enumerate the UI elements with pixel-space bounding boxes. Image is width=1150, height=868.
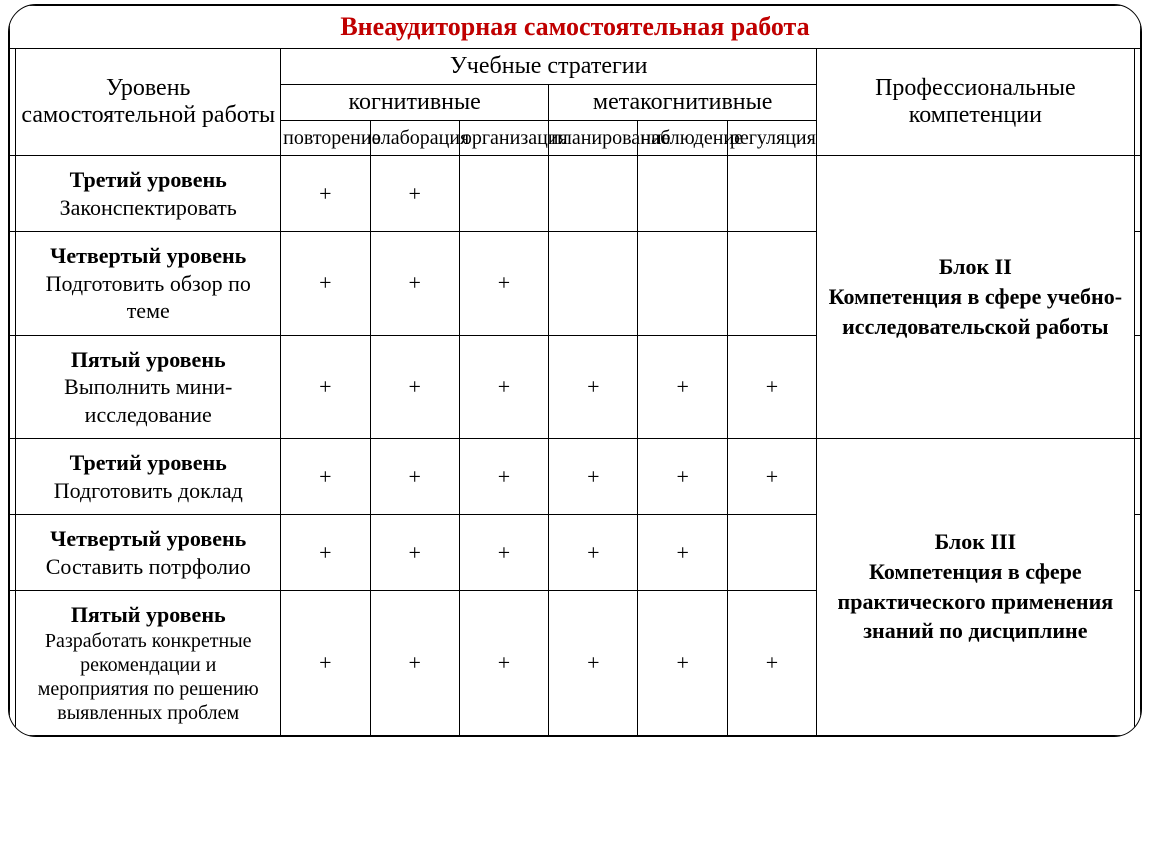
table-title: Внеаудиторная самостоятельная работа bbox=[10, 6, 1141, 49]
mark-cell bbox=[459, 156, 548, 232]
mark-cell: + bbox=[549, 515, 638, 591]
mark-cell bbox=[727, 156, 816, 232]
level-title: Четвертый уровень bbox=[22, 525, 274, 553]
mark-cell: + bbox=[549, 439, 638, 515]
header-competence: Профессиональные компетенции bbox=[817, 49, 1134, 156]
subheader-observation: наблюдение bbox=[638, 121, 727, 156]
level-desc: Законспектировать bbox=[22, 194, 274, 222]
mark-cell: + bbox=[459, 232, 548, 336]
mark-cell: + bbox=[370, 515, 459, 591]
edge-cell bbox=[1134, 49, 1140, 156]
mark-cell: + bbox=[638, 335, 727, 439]
mark-cell: + bbox=[727, 439, 816, 515]
mark-cell: + bbox=[370, 156, 459, 232]
subheader-regulation: регуляция bbox=[727, 121, 816, 156]
level-cell: Третий уровень Законспектировать bbox=[16, 156, 281, 232]
mark-cell: + bbox=[370, 335, 459, 439]
edge-cell bbox=[1134, 591, 1140, 736]
level-title: Третий уровень bbox=[22, 166, 274, 194]
level-cell: Пятый уровень Выполнить мини-исследовани… bbox=[16, 335, 281, 439]
mark-cell bbox=[638, 156, 727, 232]
mark-cell bbox=[549, 156, 638, 232]
level-cell: Четвертый уровень Подготовить обзор по т… bbox=[16, 232, 281, 336]
mark-cell: + bbox=[281, 515, 370, 591]
mark-cell: + bbox=[281, 439, 370, 515]
subheader-repetition: повторение bbox=[281, 121, 370, 156]
level-desc: Подготовить обзор по теме bbox=[22, 270, 274, 325]
mark-cell: + bbox=[459, 591, 548, 736]
level-title: Третий уровень bbox=[22, 449, 274, 477]
competence-block-2: Блок IIКомпетенция в сфере учебно-исслед… bbox=[817, 156, 1134, 439]
subheader-elaboration: элаборация bbox=[370, 121, 459, 156]
table-frame: Внеаудиторная самостоятельная работа Уро… bbox=[8, 4, 1142, 737]
mark-cell: + bbox=[459, 335, 548, 439]
mark-cell: + bbox=[459, 515, 548, 591]
mark-cell: + bbox=[459, 439, 548, 515]
subheader-organization: организация bbox=[459, 121, 548, 156]
mark-cell: + bbox=[727, 335, 816, 439]
header-cognitive: когнитивные bbox=[281, 85, 549, 121]
mark-cell: + bbox=[638, 439, 727, 515]
mark-cell: + bbox=[370, 232, 459, 336]
level-desc: Разработать конкретные рекомендации и ме… bbox=[22, 629, 274, 725]
level-cell: Третий уровень Подготовить доклад bbox=[16, 439, 281, 515]
mark-cell: + bbox=[281, 156, 370, 232]
edge-cell bbox=[1134, 156, 1140, 232]
level-cell: Четвертый уровень Составить потрфолио bbox=[16, 515, 281, 591]
mark-cell: + bbox=[727, 591, 816, 736]
mark-cell: + bbox=[281, 232, 370, 336]
level-desc: Выполнить мини-исследование bbox=[22, 373, 274, 428]
header-level: Уровень самостоятельной работы bbox=[16, 49, 281, 156]
level-desc: Составить потрфолио bbox=[22, 553, 274, 581]
main-table: Внеаудиторная самостоятельная работа Уро… bbox=[9, 5, 1141, 736]
edge-cell bbox=[1134, 335, 1140, 439]
mark-cell: + bbox=[370, 591, 459, 736]
mark-cell: + bbox=[638, 515, 727, 591]
level-title: Четвертый уровень bbox=[22, 242, 274, 270]
mark-cell: + bbox=[281, 335, 370, 439]
edge-cell bbox=[1134, 232, 1140, 336]
mark-cell bbox=[549, 232, 638, 336]
edge-cell bbox=[1134, 515, 1140, 591]
mark-cell bbox=[638, 232, 727, 336]
level-cell: Пятый уровень Разработать конкретные рек… bbox=[16, 591, 281, 736]
mark-cell bbox=[727, 515, 816, 591]
mark-cell: + bbox=[549, 335, 638, 439]
edge-cell bbox=[1134, 439, 1140, 515]
mark-cell: + bbox=[281, 591, 370, 736]
header-strategies: Учебные стратегии bbox=[281, 49, 817, 85]
mark-cell: + bbox=[370, 439, 459, 515]
mark-cell: + bbox=[638, 591, 727, 736]
mark-cell: + bbox=[549, 591, 638, 736]
header-metacognitive: метакогнитивные bbox=[549, 85, 817, 121]
subheader-planning: планирование bbox=[549, 121, 638, 156]
level-desc: Подготовить доклад bbox=[22, 477, 274, 505]
level-title: Пятый уровень bbox=[22, 601, 274, 629]
competence-block-3: Блок IIIКомпетенция в сфере практическог… bbox=[817, 439, 1134, 736]
mark-cell bbox=[727, 232, 816, 336]
level-title: Пятый уровень bbox=[22, 346, 274, 374]
